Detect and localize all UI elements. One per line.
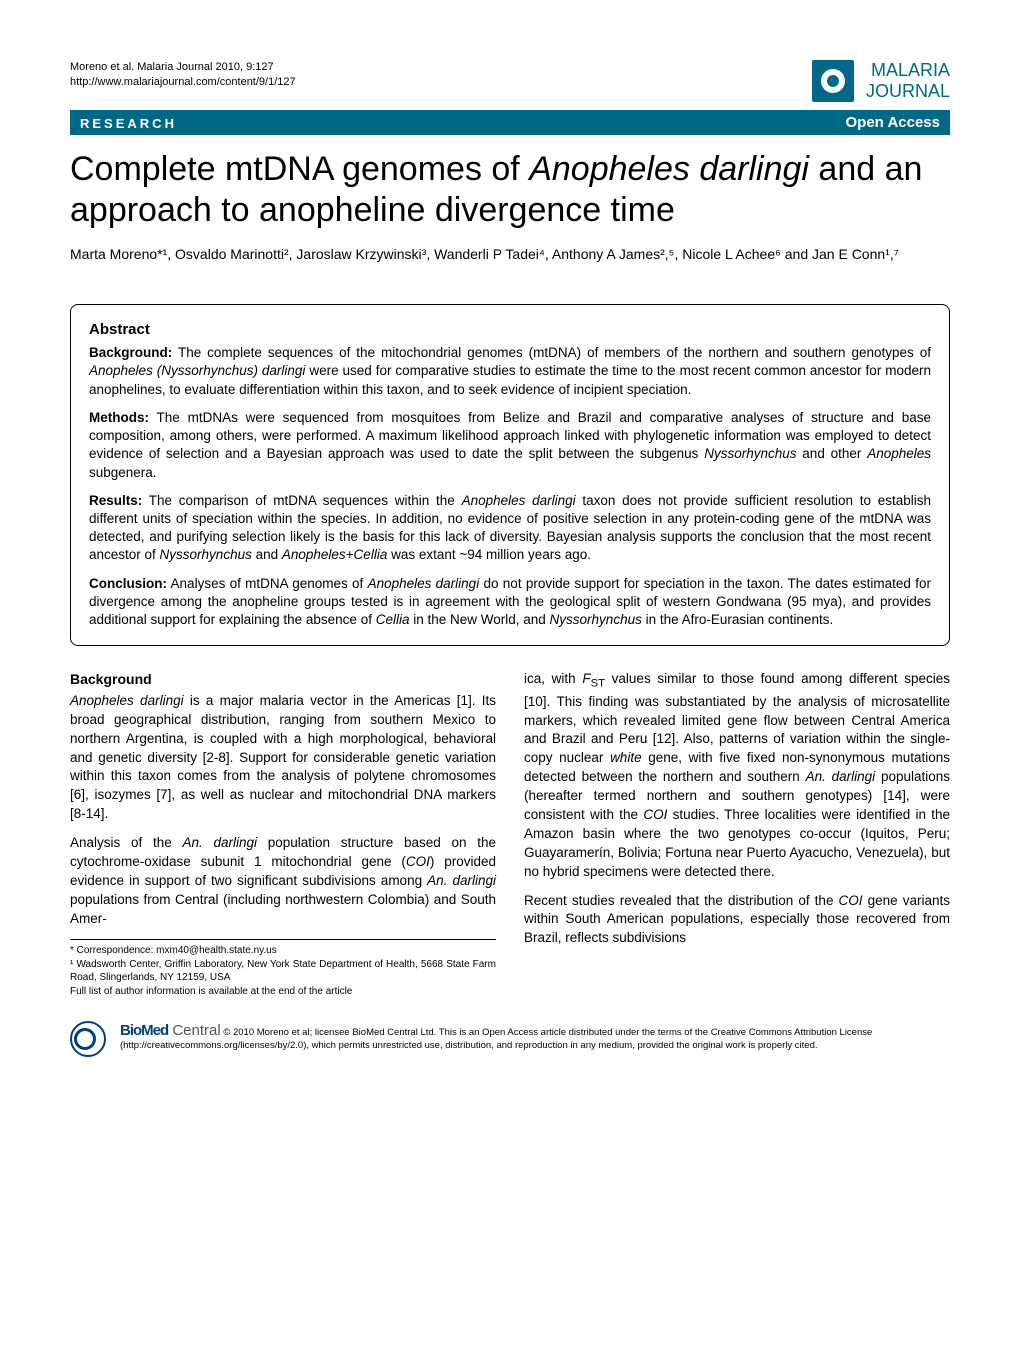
- page-header: Moreno et al. Malaria Journal 2010, 9:12…: [70, 60, 950, 102]
- body-columns: Background Anopheles darlingi is a major…: [70, 670, 950, 998]
- citation-line: Moreno et al. Malaria Journal 2010, 9:12…: [70, 60, 296, 75]
- title-part1: Complete mtDNA genomes of: [70, 150, 529, 188]
- body-left-p1: Anopheles darlingi is a major malaria ve…: [70, 692, 496, 824]
- body-left-p2: Analysis of the An. darlingi population …: [70, 834, 496, 928]
- license-body: © 2010 Moreno et al; licensee BioMed Cen…: [120, 1027, 872, 1052]
- abstract-conclusion-text: Analyses of mtDNA genomes of Anopheles d…: [89, 576, 931, 627]
- logo-line1: MALARIA: [866, 60, 950, 81]
- full-list-note: Full list of author information is avail…: [70, 985, 496, 998]
- journal-logo: MALARIA JOURNAL: [812, 60, 950, 102]
- right-column: ica, with FST values similar to those fo…: [524, 670, 950, 998]
- affiliation-1: ¹ Wadsworth Center, Griffin Laboratory, …: [70, 958, 496, 984]
- abstract-results-label: Results:: [89, 493, 142, 508]
- abstract-bg-text: The complete sequences of the mitochondr…: [89, 345, 931, 396]
- footnotes: * Correspondence: mxm40@health.state.ny.…: [70, 939, 496, 998]
- abstract-background: Background: The complete sequences of th…: [89, 344, 931, 399]
- article-type: RESEARCH: [80, 114, 177, 131]
- citation-block: Moreno et al. Malaria Journal 2010, 9:12…: [70, 60, 296, 91]
- license-text: BioMed Central © 2010 Moreno et al; lice…: [120, 1021, 950, 1053]
- abstract-results-text: The comparison of mtDNA sequences within…: [89, 493, 931, 563]
- article-type-banner: RESEARCH Open Access: [70, 110, 950, 135]
- abstract-conclusion: Conclusion: Analyses of mtDNA genomes of…: [89, 575, 931, 630]
- abstract-methods-text: The mtDNAs were sequenced from mosquitoe…: [89, 410, 931, 480]
- background-heading: Background: [70, 670, 496, 690]
- biomed-logo-icon: [70, 1021, 108, 1059]
- body-right-p1: ica, with FST values similar to those fo…: [524, 670, 950, 881]
- abstract-results: Results: The comparison of mtDNA sequenc…: [89, 492, 931, 565]
- abstract-methods-label: Methods:: [89, 410, 149, 425]
- citation-url: http://www.malariajournal.com/content/9/…: [70, 75, 296, 90]
- logo-text: MALARIA JOURNAL: [866, 60, 950, 101]
- logo-icon: [812, 60, 854, 102]
- biomed-word: BioMed: [120, 1022, 168, 1039]
- abstract-heading: Abstract: [89, 321, 931, 338]
- biomed-wordmark: BioMed Central: [120, 1022, 221, 1039]
- abstract-box: Abstract Background: The complete sequen…: [70, 304, 950, 646]
- abstract-methods: Methods: The mtDNAs were sequenced from …: [89, 409, 931, 482]
- left-column: Background Anopheles darlingi is a major…: [70, 670, 496, 998]
- central-word: Central: [168, 1022, 221, 1039]
- page-footer: BioMed Central © 2010 Moreno et al; lice…: [70, 1021, 950, 1059]
- body-right-p2: Recent studies revealed that the distrib…: [524, 892, 950, 949]
- open-access-label: Open Access: [846, 114, 941, 131]
- abstract-bg-label: Background:: [89, 345, 172, 360]
- authors-line: Marta Moreno*¹, Osvaldo Marinotti², Jaro…: [70, 245, 950, 265]
- abstract-conclusion-label: Conclusion:: [89, 576, 167, 591]
- title-italic: Anopheles darlingi: [529, 150, 809, 188]
- logo-line2: JOURNAL: [866, 81, 950, 102]
- article-title: Complete mtDNA genomes of Anopheles darl…: [70, 149, 950, 231]
- correspondence: * Correspondence: mxm40@health.state.ny.…: [70, 944, 496, 957]
